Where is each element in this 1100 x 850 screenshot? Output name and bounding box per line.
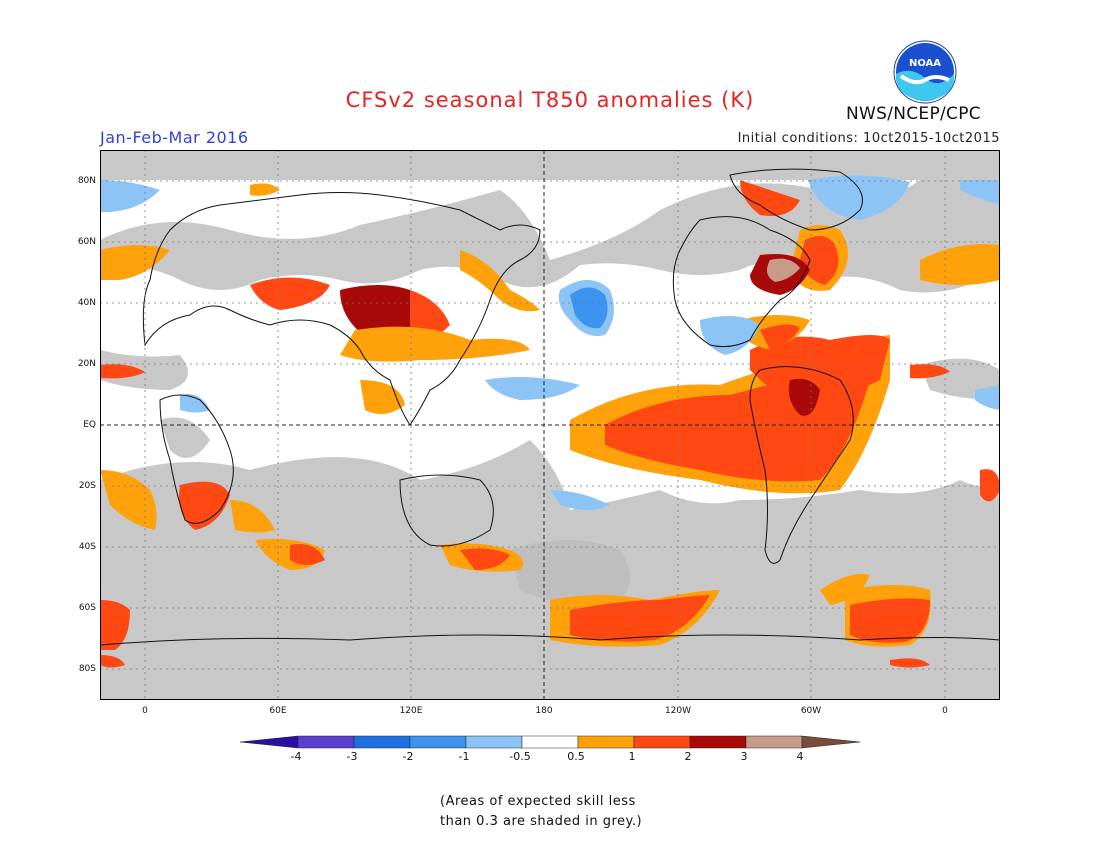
colorbar-label: -1: [458, 750, 470, 763]
colorbar-cell: [521, 735, 579, 749]
forecast-period: Jan-Feb-Mar 2016: [100, 128, 249, 147]
agency-label: NWS/NCEP/CPC: [846, 104, 981, 124]
initial-conditions: Initial conditions: 10ct2015-10ct2015: [737, 131, 1000, 146]
coastlines: [100, 168, 1000, 646]
colorbar-label: -2: [402, 750, 414, 763]
lon-label-60w: 60W: [800, 706, 822, 716]
colorbar-label: -0.5: [509, 750, 531, 763]
colorbar-cell: [577, 735, 635, 749]
lat-label-eq: EQ: [83, 420, 96, 430]
lon-label-0-east: 0: [942, 706, 948, 716]
footnote-line: than 0.3 are shaded in grey.): [440, 814, 643, 829]
footnote-line: (Areas of expected skill less: [440, 794, 636, 809]
grid-lines: [100, 150, 1000, 700]
lon-label-120w: 120W: [664, 706, 692, 716]
colorbar-label: 2: [684, 750, 692, 763]
colorbar-label: -3: [346, 750, 358, 763]
colorbar-cell: [745, 735, 803, 749]
lon-label-60e: 60E: [269, 706, 287, 716]
colorbar-label: -4: [290, 750, 302, 763]
cool-anomalies: [100, 175, 1000, 510]
noaa-logo: NOAA: [893, 40, 957, 104]
lat-label-40s: 40S: [78, 542, 96, 552]
lat-label-20s: 20S: [78, 481, 96, 491]
warm-anomalies: [100, 180, 1000, 668]
colorbar-cell: [353, 735, 411, 749]
colorbar-cell: [409, 735, 467, 749]
lon-label-180: 180: [535, 706, 553, 716]
colorbar-cell: [465, 735, 523, 749]
lat-label-60n: 60N: [77, 237, 96, 247]
map-title: CFSv2 seasonal T850 anomalies (K): [345, 88, 755, 112]
colorbar-arrow-high: [801, 735, 860, 749]
reference-lines: [100, 150, 1000, 700]
lat-label-80s: 80S: [78, 664, 96, 674]
colorbar-arrow-low: [240, 735, 299, 749]
colorbar-cell: [689, 735, 747, 749]
lat-label-20n: 20N: [77, 359, 96, 369]
skill-grey-areas: [100, 150, 1000, 700]
colorbar-cell: [633, 735, 691, 749]
lat-label-40n: 40N: [77, 298, 96, 308]
lat-label-60s: 60S: [78, 603, 96, 613]
colorbar-label: 3: [740, 750, 748, 763]
lon-label-0: 0: [142, 706, 148, 716]
colorbar-label: 0.5: [567, 750, 585, 763]
lat-label-80n: 80N: [77, 176, 96, 186]
colorbar-label: 4: [796, 750, 804, 763]
colorbar-label: 1: [628, 750, 636, 763]
colorbar-cell: [297, 735, 355, 749]
skill-footnote: (Areas of expected skill less than 0.3 a…: [440, 792, 760, 832]
anomaly-map: [100, 150, 1000, 700]
colorbar: [240, 735, 860, 749]
noaa-logo-text: NOAA: [909, 58, 941, 69]
lon-label-120e: 120E: [399, 706, 423, 716]
